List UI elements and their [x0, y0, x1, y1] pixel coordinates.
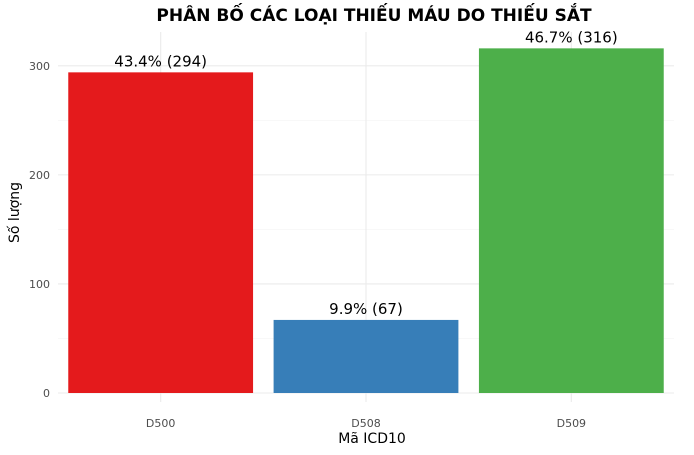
data-label-d508: 9.9% (67) [329, 300, 403, 318]
y-tick-label: 300 [29, 60, 50, 73]
x-tick-label: D508 [351, 417, 380, 430]
x-axis-ticks: D500 D508 D509 [146, 417, 586, 430]
y-axis-title: Số lượng [6, 182, 23, 243]
bars [68, 48, 664, 393]
x-tick-label: D500 [146, 417, 175, 430]
x-tick-label: D509 [557, 417, 586, 430]
x-axis-title: Mã ICD10 [338, 431, 406, 447]
bar-d509 [478, 48, 664, 393]
y-tick-label: 0 [43, 387, 50, 400]
y-axis-ticks: 0 100 200 300 [29, 60, 50, 400]
bar-d508 [273, 319, 459, 393]
data-label-d509: 46.7% (316) [525, 28, 618, 46]
chart-title: PHÂN BỐ CÁC LOẠI THIẾU MÁU DO THIẾU SẮT [156, 2, 592, 26]
bar-d500 [68, 72, 254, 393]
y-tick-label: 100 [29, 278, 50, 291]
data-label-d500: 43.4% (294) [114, 52, 207, 70]
data-labels: 43.4% (294) 9.9% (67) 46.7% (316) [114, 28, 617, 318]
y-tick-label: 200 [29, 169, 50, 182]
